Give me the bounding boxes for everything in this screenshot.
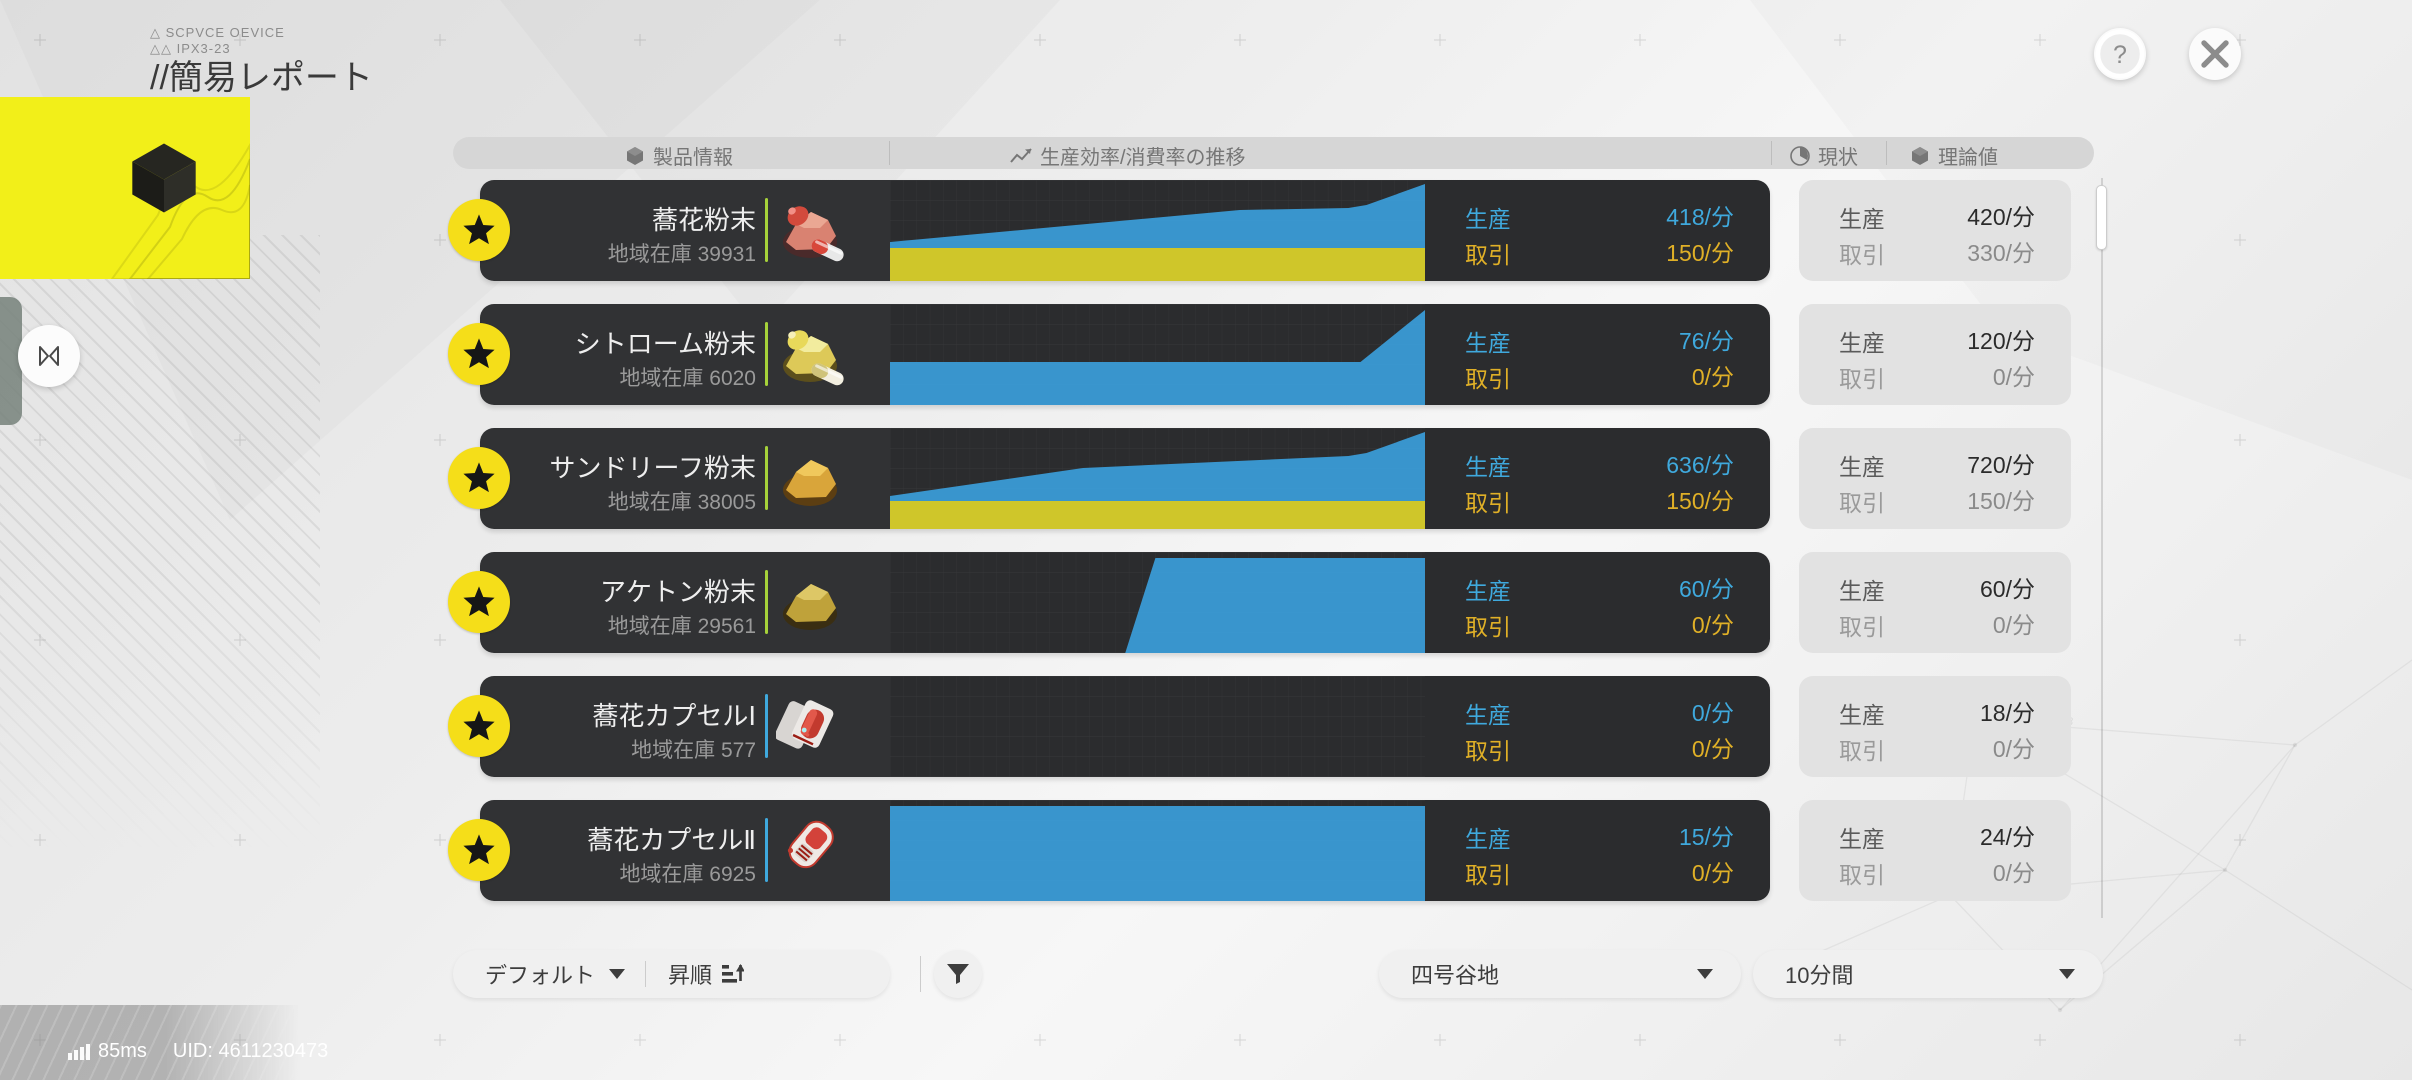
svg-text:?: ?	[2113, 41, 2127, 69]
